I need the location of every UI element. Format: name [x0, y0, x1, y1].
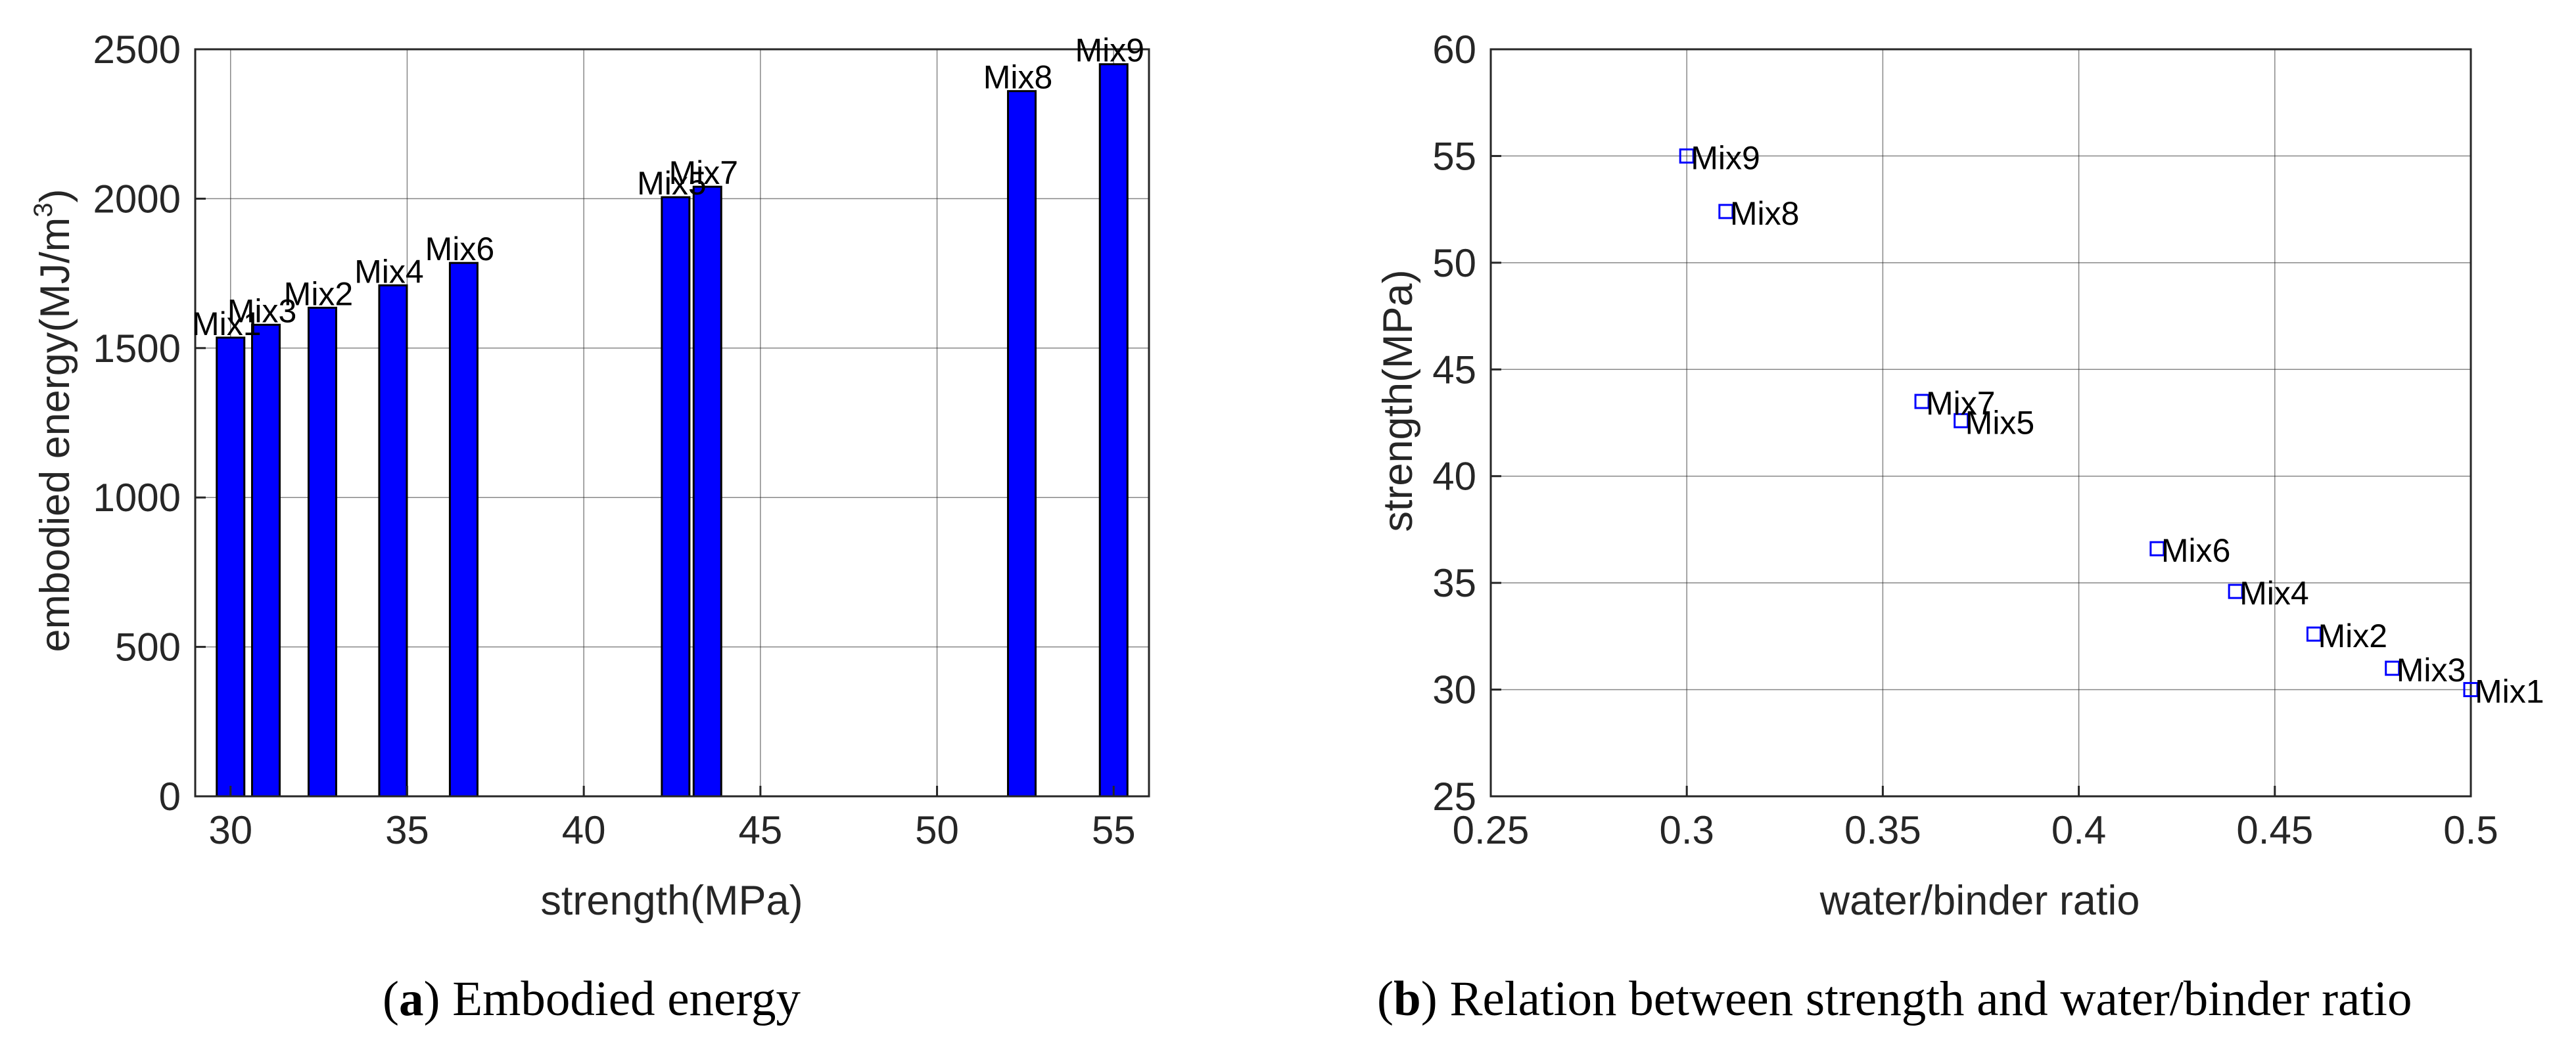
data-label-mix5: Mix5 — [1965, 404, 2035, 441]
bar-mix4 — [378, 284, 408, 798]
marker-mix2 — [2306, 626, 2322, 642]
marker-mix6 — [2149, 541, 2165, 556]
bar-mix7 — [692, 185, 722, 798]
x-tick-label: 55 — [1092, 808, 1136, 852]
x-tick-label: 0.35 — [1844, 808, 1921, 852]
data-label-mix1: Mix1 — [192, 306, 262, 342]
y-axis-label: strength(MPa) — [1375, 269, 1421, 532]
bar-mix5 — [661, 196, 691, 798]
x-tick-label: 0.45 — [2236, 808, 2313, 852]
marker-mix4 — [2228, 583, 2243, 599]
data-label-mix9: Mix9 — [1691, 139, 1760, 176]
x-tick-label: 35 — [385, 808, 429, 852]
marker-mix3 — [2385, 660, 2400, 676]
plot-frame — [194, 48, 1150, 798]
y-tick-label: 45 — [1432, 348, 1476, 392]
marker-mix8 — [1718, 204, 1734, 219]
marker-mix9 — [1679, 148, 1695, 164]
x-tick-label: 50 — [915, 808, 959, 852]
data-label-mix7: Mix7 — [668, 154, 738, 191]
bar-mix3 — [250, 323, 281, 798]
data-label-mix7: Mix7 — [1926, 385, 1996, 422]
bars — [216, 63, 1129, 798]
data-label-mix2: Mix2 — [2318, 618, 2387, 654]
tick-marks — [195, 48, 1115, 798]
bar-mix8 — [1007, 90, 1037, 798]
y-tick-labels: 0 500 1000 1500 2000 2500 — [93, 28, 181, 819]
y-tick-label: 35 — [1432, 561, 1476, 605]
tick-marks — [1489, 48, 2472, 798]
y-tick-labels: 25 30 35 40 45 50 55 60 — [1432, 28, 1476, 819]
bar-mix2 — [307, 306, 337, 798]
y-tick-label: 30 — [1432, 668, 1476, 712]
bar-mix6 — [448, 261, 479, 798]
data-label-mix5: Mix5 — [637, 165, 707, 202]
caption-a: (a) Embodied energy — [383, 972, 801, 1026]
markers — [1679, 148, 2479, 698]
data-label-mix1: Mix1 — [2475, 673, 2544, 710]
y-tick-label: 60 — [1432, 28, 1476, 72]
y-tick-label: 2000 — [93, 177, 181, 221]
y-tick-label: 50 — [1432, 241, 1476, 285]
data-label-mix3: Mix3 — [227, 292, 297, 329]
bar-mix1 — [216, 336, 246, 798]
y-tick-label: 55 — [1432, 134, 1476, 178]
x-tick-label: 0.25 — [1453, 808, 1530, 852]
scatter-strength-vs-wb-ratio: 0.25 0.3 0.35 0.4 0.45 0.5 25 30 35 40 45 50 55 60 M… — [1375, 28, 2544, 924]
y-tick-label: 500 — [115, 625, 181, 670]
y-tick-label: 40 — [1432, 455, 1476, 499]
bar-mix9 — [1098, 63, 1129, 798]
marker-mix1 — [2463, 682, 2479, 698]
x-tick-label: 30 — [208, 808, 252, 852]
x-tick-label: 45 — [738, 808, 782, 852]
x-tick-labels: 0.25 0.3 0.35 0.4 0.45 0.5 — [1453, 808, 2498, 852]
data-label-mix6: Mix6 — [2161, 532, 2231, 569]
x-tick-label: 40 — [562, 808, 606, 852]
data-label-mix9: Mix9 — [1075, 32, 1144, 69]
x-tick-labels: 30 35 40 45 50 55 — [208, 808, 1135, 852]
data-label-mix3: Mix3 — [2397, 652, 2466, 689]
x-tick-label: 0.4 — [2051, 808, 2106, 852]
data-label-mix4: Mix4 — [354, 253, 424, 290]
data-label-mix8: Mix8 — [1730, 195, 1800, 232]
y-tick-label: 25 — [1432, 775, 1476, 819]
y-tick-label: 1000 — [93, 476, 181, 520]
x-tick-label: 0.3 — [1659, 808, 1714, 852]
caption-b: (b) Relation between strength and water/… — [1377, 972, 2412, 1026]
x-tick-label: 0.5 — [2443, 808, 2498, 852]
x-axis-label: water/binder ratio — [1819, 878, 2140, 924]
data-label-mix4: Mix4 — [2239, 575, 2309, 612]
plot-frame — [1489, 48, 2472, 798]
marker-mix5 — [1954, 413, 1969, 428]
data-label-mix8: Mix8 — [983, 59, 1053, 96]
y-tick-label: 2500 — [93, 28, 181, 72]
y-tick-label: 0 — [159, 775, 181, 819]
y-tick-label: 1500 — [93, 327, 181, 371]
y-axis-label: embodied energy(MJ/m3) — [29, 189, 78, 652]
x-axis-label: strength(MPa) — [540, 878, 803, 924]
marker-mix7 — [1914, 394, 1930, 409]
data-label-mix6: Mix6 — [425, 231, 495, 267]
data-label-mix2: Mix2 — [284, 275, 354, 312]
